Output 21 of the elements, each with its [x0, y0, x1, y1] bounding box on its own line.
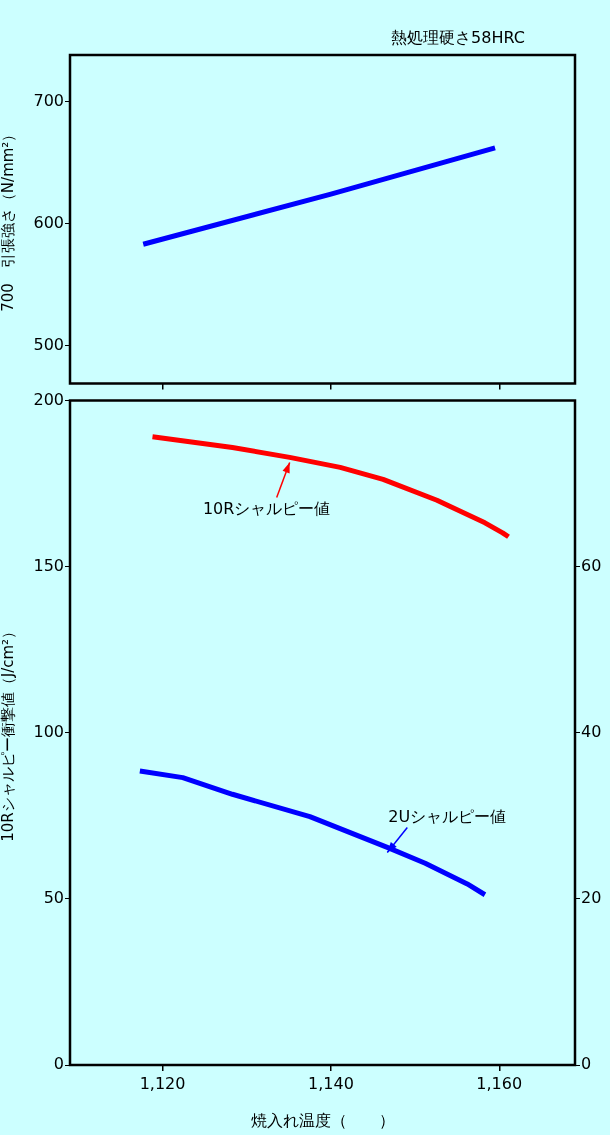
chart-subtitle: 熱処理硬さ58HRC	[391, 28, 525, 48]
y-tick-label: 100	[33, 721, 64, 741]
x-tick-label: 1,160	[476, 1073, 523, 1093]
y-tick-label: 200	[33, 389, 64, 409]
y-tick-label: 0	[53, 1054, 64, 1074]
annotation: 10Rシャルピー値	[202, 498, 331, 518]
x-axis-title: 焼入れ温度（ ）	[250, 1110, 395, 1130]
annotation: 2Uシャルピー値	[388, 806, 507, 826]
y-tick-label: 600	[33, 212, 64, 232]
y2-tick-label: 0	[581, 1054, 592, 1074]
y2-tick-label: 40	[581, 721, 602, 741]
y-axis-title: 700 引張強さ（N/mm²）	[0, 126, 17, 312]
x-tick-label: 1,120	[139, 1073, 186, 1093]
y2-tick-label: 20	[581, 888, 602, 908]
y-tick-label: 500	[33, 334, 64, 354]
y-axis-title: 10Rシャルピー衝撃値（J/cm²）	[0, 623, 17, 842]
y2-tick-label: 60	[581, 555, 602, 575]
x-tick-label: 1,140	[308, 1073, 354, 1093]
y-tick-label: 50	[43, 888, 64, 908]
y-tick-label: 700	[33, 90, 64, 110]
y-tick-label: 150	[33, 555, 64, 575]
